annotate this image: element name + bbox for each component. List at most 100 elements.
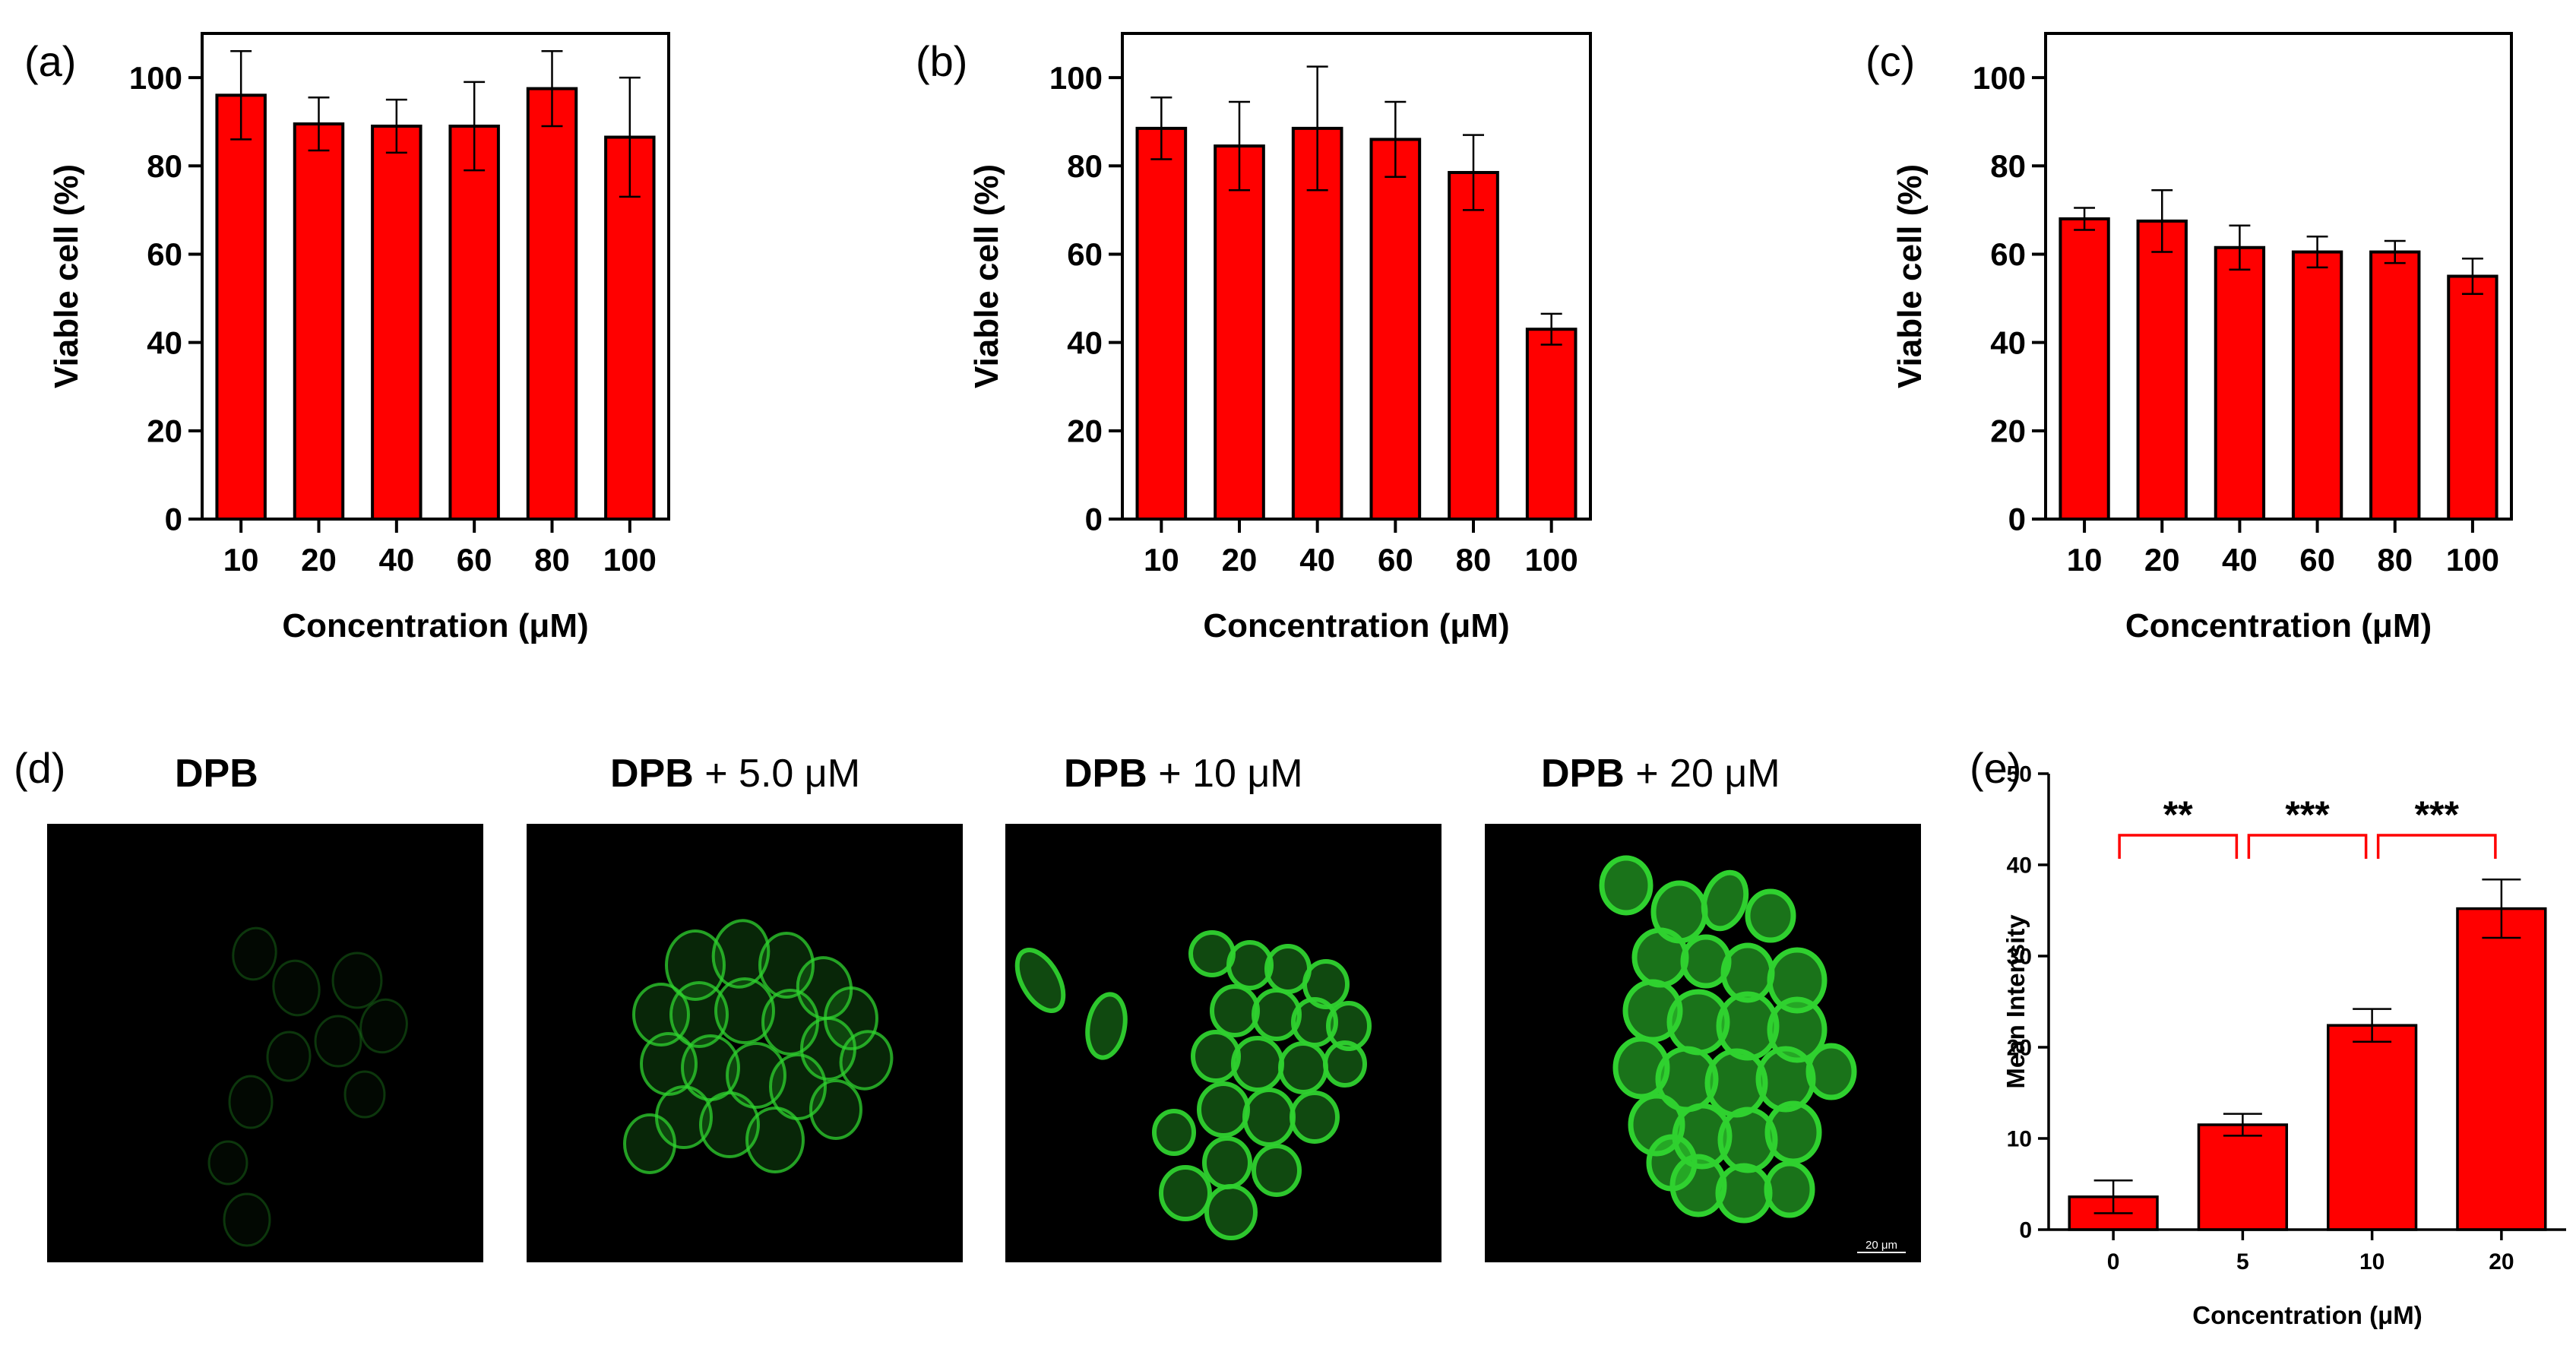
cells-image-4 [1599,855,1857,1224]
confocal-micrographs: (d) DPB DPB + 5.0 μM DPB + 10 μM DPB + 2… [14,744,1921,1262]
plot-frame [2044,32,2513,521]
viability-chart-b: (b) 0 20 40 60 80 100 10 20 40 60 80 100 Concentrati… [916,32,1592,644]
x-tick-label: 60 [457,542,492,578]
micrograph-title-2: DPB + 5.0 μM [610,752,860,796]
cell [1701,869,1749,932]
cell [1252,1144,1302,1197]
cell [1159,1165,1212,1221]
cell [1152,1109,1196,1156]
cell [1231,1036,1284,1092]
micrograph-image-1 [47,824,483,1262]
cell [1715,1163,1773,1224]
cell [1646,1134,1698,1192]
significance-label: ** [2163,793,2193,836]
y-tick-label: 20 [1990,413,2026,449]
cells-image-3 [1014,930,1372,1240]
bar [2214,245,2266,521]
panel-label-c: (c) [1866,37,1915,85]
cell [1599,855,1654,916]
x-tick-label: 20 [2144,542,2180,578]
cell [1764,1160,1815,1218]
x-tick-label: 0 [2107,1249,2120,1274]
cell [1014,948,1066,1013]
y-axis-title: Mean Intensity [2002,914,2030,1089]
scale-bar-label: 20 μm [1866,1239,1897,1252]
y-axis-title: Viable cell (%) [1891,164,1929,388]
bar [1525,328,1578,521]
x-tick-label: 80 [534,542,570,578]
bar [2059,217,2110,521]
bar [293,122,345,521]
cell [228,1075,274,1129]
cell [1210,984,1260,1037]
cell [1745,888,1796,943]
x-tick-label: 20 [301,542,337,578]
panel-label-d: (d) [14,744,65,792]
x-tick-label: 100 [603,542,657,578]
cell [331,951,383,1009]
cell [1226,940,1274,990]
bar [448,124,500,521]
y-tick-label: 80 [1067,148,1103,184]
bar [1448,170,1499,521]
bar [2326,1024,2418,1231]
cell [1202,1136,1252,1189]
cell [809,1079,862,1140]
cell [1290,1091,1340,1144]
cells-image-1 [207,926,408,1247]
micrograph-title-4: DPB + 20 μM [1541,752,1780,796]
cell [640,1032,698,1096]
bar [371,124,422,521]
x-tick-label: 10 [2359,1249,2385,1274]
y-tick-label: 10 [2007,1127,2032,1152]
x-tick-label: 100 [1525,542,1578,578]
plot-frame [1121,32,1592,521]
cell [1191,1030,1241,1083]
bar [526,87,578,521]
cell [1252,988,1302,1041]
cell [714,977,775,1044]
cell [711,919,771,989]
cell [343,1070,386,1119]
x-tick-label: 40 [378,542,414,578]
micrograph-title-1: DPB [175,752,258,796]
significance-label: *** [2285,793,2330,836]
x-tick-label: 60 [1378,542,1413,578]
cell [314,1015,362,1068]
y-tick-label: 60 [147,236,182,272]
bar [215,93,267,521]
cell [232,926,277,981]
panel-label-e: (e) [1970,744,2021,792]
cell [272,959,321,1017]
bar [2291,250,2343,521]
cell [1085,992,1128,1060]
y-tick-label: 80 [147,148,182,184]
x-axis-title: Concentration (μM) [2125,607,2432,644]
cell [623,1113,676,1174]
cells-image-2 [623,919,894,1174]
cell [1197,1081,1250,1138]
y-tick-label: 0 [2019,1218,2032,1243]
cell [745,1107,805,1173]
x-tick-label: 80 [2377,542,2413,578]
y-tick-label: 40 [2007,853,2032,879]
significance-bracket [2118,834,2239,859]
x-axis-title: Concentration (μM) [282,607,588,644]
y-tick-label: 100 [1973,60,2026,96]
micrograph-title-3: DPB + 10 μM [1064,752,1303,796]
bar [2197,1123,2289,1231]
y-tick-label: 30 [2007,945,2032,970]
cell [1204,1184,1258,1240]
cell [266,1031,312,1082]
y-tick-label: 0 [165,502,182,537]
y-tick-label: 40 [1990,325,2026,360]
y-axis-title: Viable cell (%) [968,164,1005,388]
cell [758,932,815,999]
x-tick-label: 10 [223,542,259,578]
significance-bracket [2247,834,2368,859]
cell [359,998,408,1054]
x-tick-label: 10 [1144,542,1179,578]
viability-chart-c: (c) 0 20 40 60 80 100 10 20 40 60 80 100 Concentrati… [1866,32,2513,644]
bar [1135,126,1188,521]
